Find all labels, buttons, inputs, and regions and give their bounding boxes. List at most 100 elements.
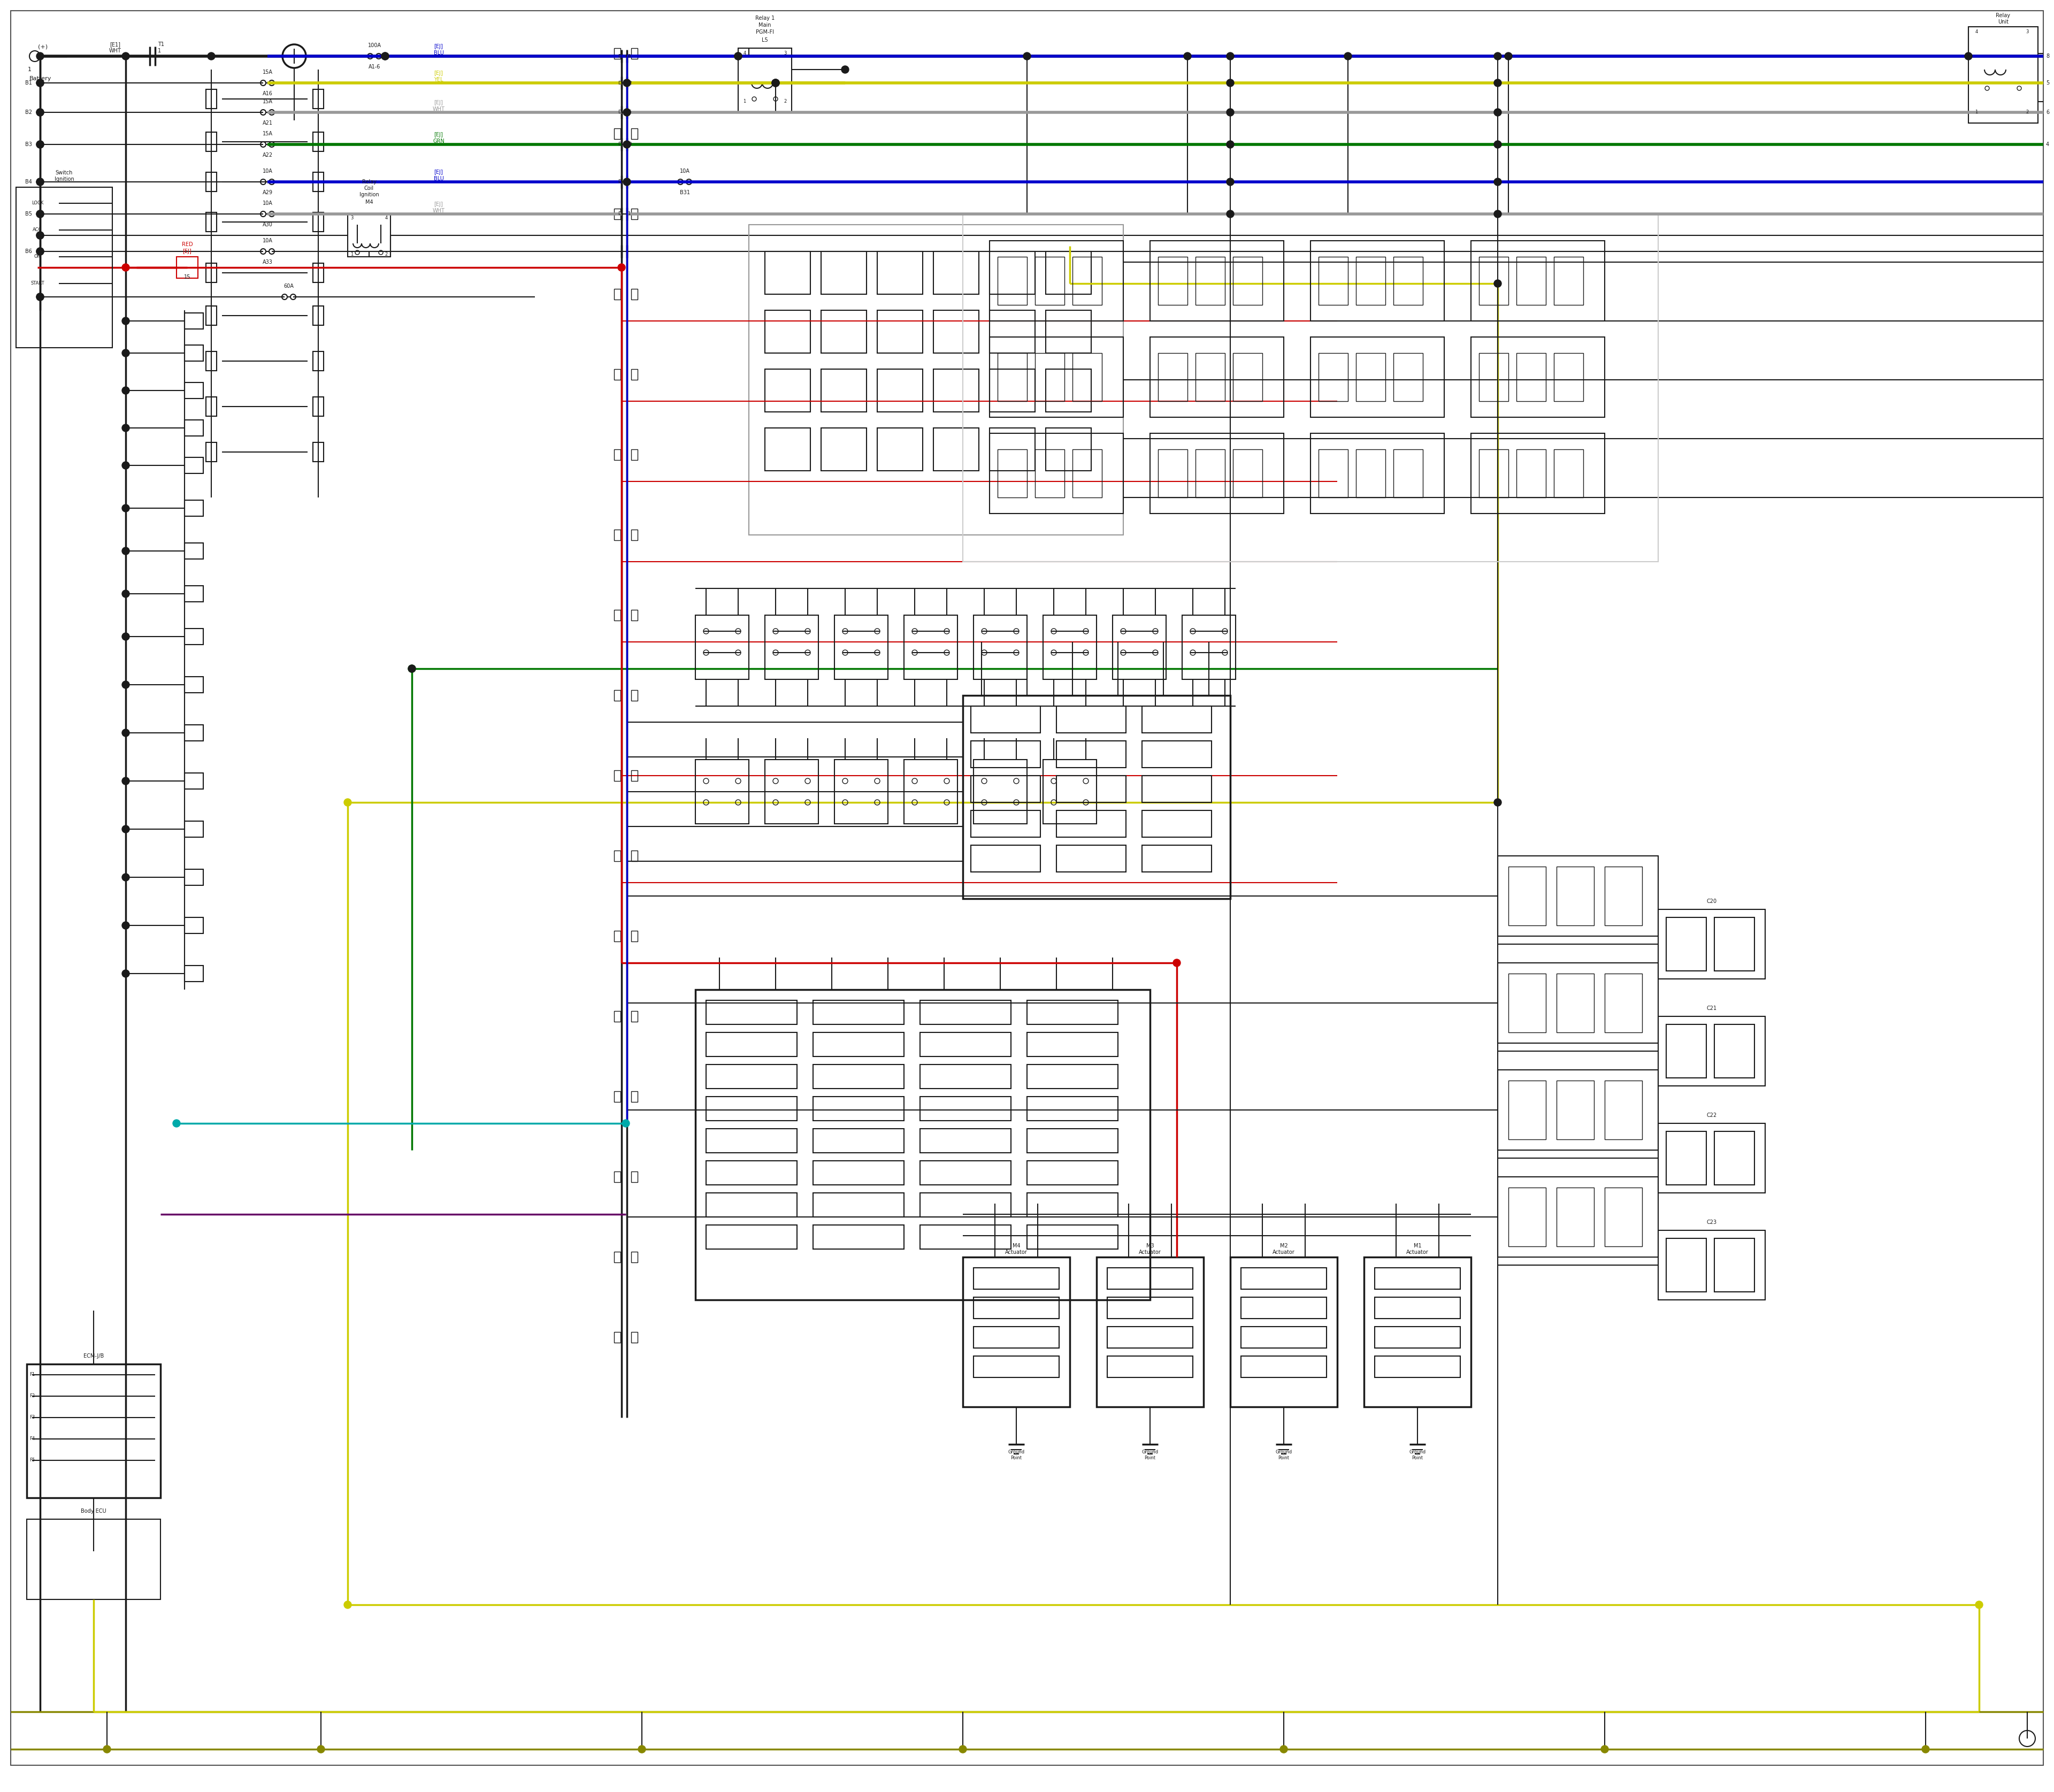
Bar <box>1497 1177 1658 1256</box>
Text: 5: 5 <box>2046 81 2050 86</box>
Bar <box>1195 450 1224 498</box>
Bar <box>1142 740 1212 767</box>
Bar <box>696 989 1150 1299</box>
Circle shape <box>121 921 129 930</box>
Text: 19: 19 <box>626 142 633 147</box>
Bar <box>1035 256 1064 305</box>
Circle shape <box>121 873 129 882</box>
Bar <box>750 224 1124 536</box>
Circle shape <box>1493 142 1501 149</box>
Circle shape <box>409 665 415 672</box>
Text: 1: 1 <box>27 66 31 72</box>
Text: 10A: 10A <box>263 238 273 244</box>
Bar <box>1516 450 1547 498</box>
Text: Main: Main <box>758 23 770 29</box>
Bar <box>614 530 620 539</box>
Bar <box>205 133 216 151</box>
Text: B3: B3 <box>25 142 33 147</box>
Bar <box>834 615 887 679</box>
Bar <box>1666 1131 1707 1185</box>
Bar <box>696 760 750 824</box>
Text: C21: C21 <box>1707 1005 1717 1011</box>
Bar <box>185 346 203 360</box>
Circle shape <box>37 294 43 301</box>
Bar <box>813 1097 904 1120</box>
Text: WHT: WHT <box>433 106 446 111</box>
Bar <box>1604 973 1641 1032</box>
Text: WHT: WHT <box>109 48 121 54</box>
Bar <box>1557 973 1594 1032</box>
Bar <box>1319 450 1347 498</box>
Circle shape <box>1493 79 1501 86</box>
Bar <box>185 677 203 694</box>
Circle shape <box>959 1745 967 1753</box>
Text: 1: 1 <box>1976 109 1978 115</box>
Circle shape <box>173 1120 181 1127</box>
Circle shape <box>382 52 388 59</box>
Text: Battery: Battery <box>29 75 51 81</box>
Circle shape <box>772 79 778 86</box>
Bar <box>1604 867 1641 925</box>
Text: Ignition: Ignition <box>359 192 378 197</box>
Text: L5: L5 <box>762 38 768 43</box>
Text: A22: A22 <box>263 152 273 158</box>
Circle shape <box>37 231 43 238</box>
Bar <box>990 251 1035 294</box>
Bar <box>696 615 750 679</box>
Bar <box>920 1000 1011 1025</box>
Circle shape <box>639 1745 645 1753</box>
Bar <box>1374 1297 1460 1319</box>
Bar <box>974 1267 1060 1288</box>
Bar <box>1715 1025 1754 1077</box>
Bar <box>1364 1256 1471 1407</box>
Bar <box>1241 1267 1327 1288</box>
Bar <box>1107 1326 1193 1348</box>
Text: [EJ]: [EJ] <box>183 249 191 254</box>
Circle shape <box>1493 280 1501 287</box>
Bar <box>631 1172 637 1183</box>
Bar <box>998 256 1027 305</box>
Text: F4: F4 <box>29 1437 35 1441</box>
Bar <box>16 186 113 348</box>
Text: [EJ]: [EJ] <box>433 202 444 208</box>
Bar <box>904 760 957 824</box>
Circle shape <box>37 177 43 186</box>
Bar <box>1241 1297 1327 1319</box>
Circle shape <box>37 210 43 217</box>
Bar <box>1241 1357 1327 1378</box>
Bar <box>614 1011 620 1021</box>
Bar <box>312 90 325 109</box>
Circle shape <box>382 52 388 59</box>
Bar <box>764 428 811 471</box>
Bar <box>990 428 1035 471</box>
Bar <box>1113 615 1167 679</box>
Bar <box>1319 256 1347 305</box>
Text: [EJ]: [EJ] <box>433 70 444 75</box>
Text: B1: B1 <box>25 81 33 86</box>
Bar <box>990 310 1035 353</box>
Text: 10A: 10A <box>263 168 273 174</box>
Bar <box>205 172 216 192</box>
Circle shape <box>37 52 43 59</box>
Circle shape <box>121 462 129 470</box>
Text: (+): (+) <box>37 43 47 48</box>
Circle shape <box>1493 210 1501 217</box>
Circle shape <box>121 681 129 688</box>
Circle shape <box>1600 1745 1608 1753</box>
Bar <box>1232 256 1263 305</box>
Bar <box>1027 1032 1117 1057</box>
Text: 3: 3 <box>351 215 353 220</box>
Bar <box>974 1326 1060 1348</box>
Bar <box>614 289 620 299</box>
Circle shape <box>37 247 43 254</box>
Circle shape <box>1493 177 1501 186</box>
Bar <box>877 428 922 471</box>
Text: Coil: Coil <box>364 186 374 192</box>
Text: BLU: BLU <box>433 50 444 56</box>
Text: Ground
Point: Ground Point <box>1276 1450 1292 1460</box>
Bar <box>1107 1297 1193 1319</box>
Bar <box>631 1331 637 1342</box>
Text: M4: M4 <box>366 199 374 204</box>
Bar <box>1604 1081 1641 1140</box>
Bar <box>1027 1226 1117 1249</box>
